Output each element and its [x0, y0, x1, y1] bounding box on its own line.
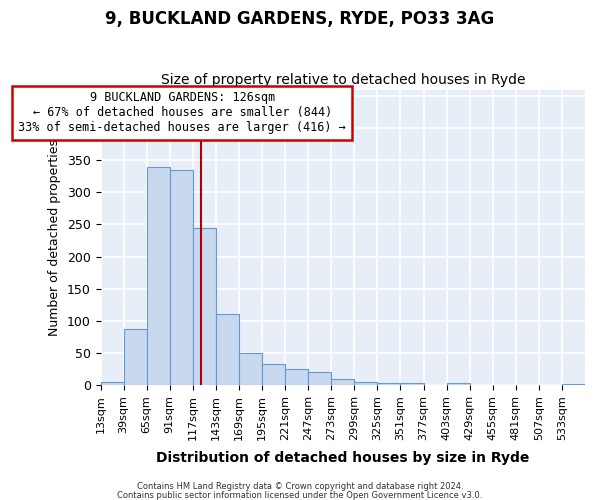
- X-axis label: Distribution of detached houses by size in Ryde: Distribution of detached houses by size …: [156, 451, 529, 465]
- Bar: [446, 383, 470, 385]
- Bar: [562, 384, 585, 385]
- Bar: [239, 353, 262, 385]
- Text: Contains HM Land Registry data © Crown copyright and database right 2024.: Contains HM Land Registry data © Crown c…: [137, 482, 463, 491]
- Bar: [377, 383, 400, 385]
- Bar: [193, 228, 216, 385]
- Bar: [354, 382, 377, 385]
- Bar: [170, 170, 193, 385]
- Text: 9 BUCKLAND GARDENS: 126sqm
← 67% of detached houses are smaller (844)
33% of sem: 9 BUCKLAND GARDENS: 126sqm ← 67% of deta…: [18, 92, 346, 134]
- Text: 9, BUCKLAND GARDENS, RYDE, PO33 3AG: 9, BUCKLAND GARDENS, RYDE, PO33 3AG: [106, 10, 494, 28]
- Y-axis label: Number of detached properties: Number of detached properties: [49, 139, 61, 336]
- Title: Size of property relative to detached houses in Ryde: Size of property relative to detached ho…: [161, 73, 525, 87]
- Bar: [285, 369, 308, 385]
- Bar: [400, 383, 424, 385]
- Bar: [124, 328, 146, 385]
- Bar: [146, 166, 170, 385]
- Bar: [216, 314, 239, 385]
- Bar: [262, 364, 285, 385]
- Bar: [308, 372, 331, 385]
- Bar: [101, 382, 124, 385]
- Text: Contains public sector information licensed under the Open Government Licence v3: Contains public sector information licen…: [118, 490, 482, 500]
- Bar: [331, 378, 354, 385]
